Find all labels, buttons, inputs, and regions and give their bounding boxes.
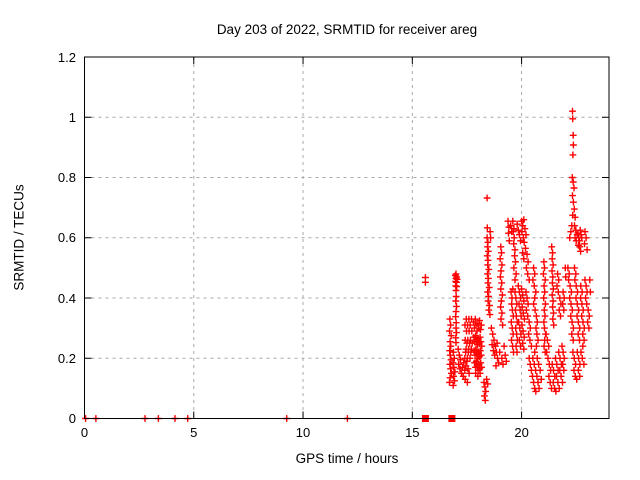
plot-border-and-ticks xyxy=(84,56,610,419)
y-tick-label: 1 xyxy=(68,109,76,125)
x-tick-label: 5 xyxy=(190,425,198,440)
x-tick-label: 15 xyxy=(405,425,420,440)
x-tick-label: 10 xyxy=(295,425,311,440)
x-tick-label: 0 xyxy=(80,425,89,440)
y-tick-label: 0.8 xyxy=(57,170,76,185)
chart-title: Day 203 of 2022, SRMTID for receiver are… xyxy=(216,22,478,37)
grid-lines xyxy=(84,56,609,419)
y-tick-label: 0.6 xyxy=(57,230,76,246)
y-tick-label: 0.2 xyxy=(57,350,76,366)
y-tick-label: 1.2 xyxy=(57,49,76,65)
y-tick-label: 0 xyxy=(68,411,76,426)
data-points xyxy=(82,107,594,422)
x-axis-label: GPS time / hours xyxy=(295,451,399,466)
x-tick-label: 20 xyxy=(514,425,529,440)
y-tick-label: 0.4 xyxy=(57,290,76,306)
